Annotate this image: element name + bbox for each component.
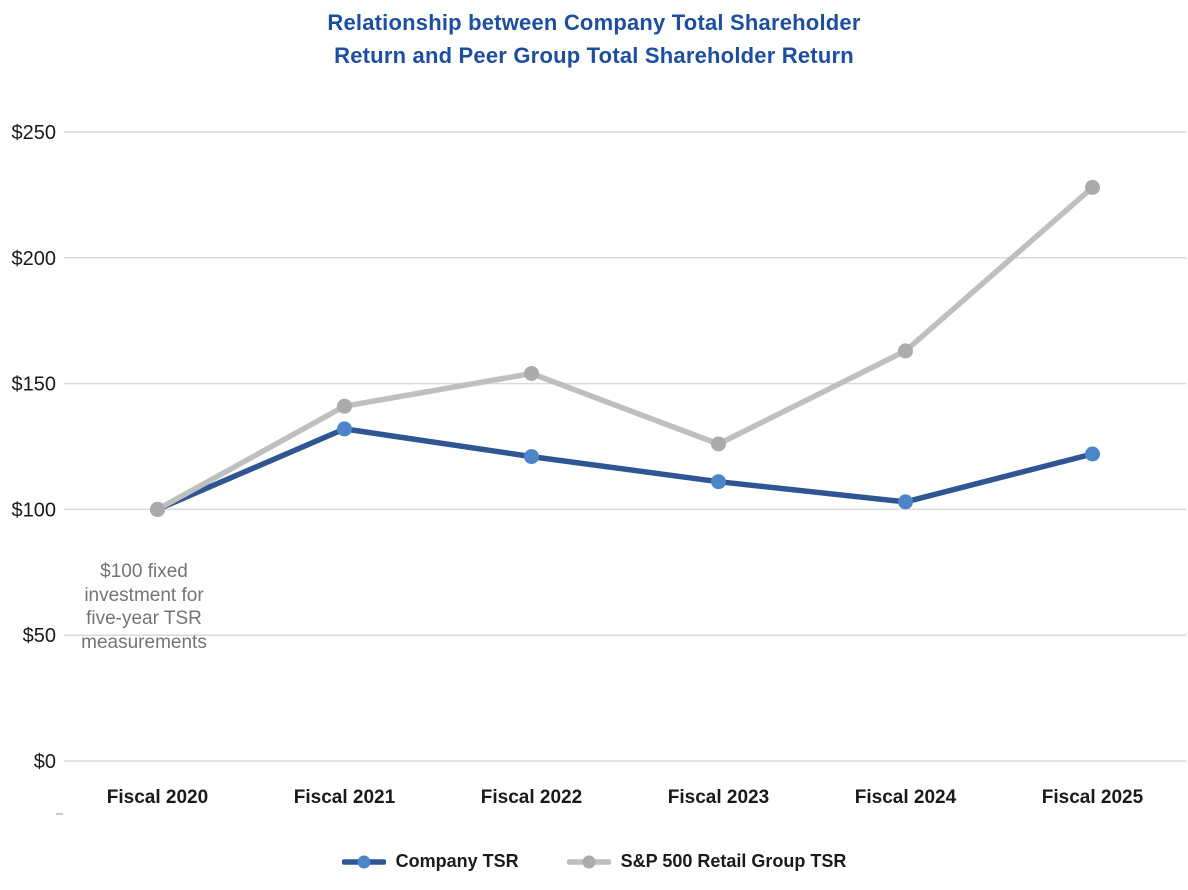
legend-label-sp500-retail-group-tsr: S&P 500 Retail Group TSR bbox=[620, 851, 847, 871]
x-axis-label-0: Fiscal 2020 bbox=[107, 787, 208, 808]
y-tick-label-200: $200 bbox=[12, 248, 57, 270]
company-tsr-line-sample-icon bbox=[341, 854, 386, 870]
sp500-retail-group-tsr-line-sample-icon bbox=[566, 854, 611, 870]
data-point-marker-s1-4 bbox=[898, 343, 913, 359]
chart-title: Relationship between Company Total Share… bbox=[0, 6, 1188, 72]
annotation-note: $100 fixed investment for five-year TSR … bbox=[81, 561, 207, 653]
y-tick-label-250: $250 bbox=[12, 122, 57, 144]
data-point-marker-s0-5 bbox=[1085, 446, 1100, 462]
data-point-marker-s1-3 bbox=[711, 436, 726, 452]
x-axis-label-2: Fiscal 2022 bbox=[481, 787, 582, 808]
data-point-marker-s1-2 bbox=[524, 366, 539, 381]
x-axis-label-1: Fiscal 2021 bbox=[294, 787, 396, 808]
legend-sample-glyph bbox=[341, 855, 386, 868]
legend-label-company-tsr: Company TSR bbox=[395, 851, 519, 871]
data-point-marker-s0-3 bbox=[711, 474, 726, 490]
x-axis-label-4: Fiscal 2024 bbox=[855, 787, 957, 808]
data-point-marker-s1-1 bbox=[337, 398, 352, 414]
y-tick-label-50: $50 bbox=[23, 625, 56, 647]
data-point-marker-s0-1 bbox=[337, 421, 352, 437]
data-point-marker-s1-0 bbox=[150, 501, 165, 517]
y-tick-label-0: $0 bbox=[34, 751, 56, 773]
y-tick-label-150: $150 bbox=[12, 374, 57, 396]
stray-mark bbox=[56, 813, 63, 815]
legend-item-company-tsr: Company TSR bbox=[341, 851, 519, 872]
series-line-1 bbox=[154, 184, 1096, 513]
y-tick-label-100: $100 bbox=[12, 499, 57, 521]
chart-title-line2: Return and Peer Group Total Shareholder … bbox=[334, 43, 854, 68]
legend-item-sp500-retail-group-tsr: S&P 500 Retail Group TSR bbox=[566, 851, 847, 872]
chart-title-line1: Relationship between Company Total Share… bbox=[327, 10, 861, 35]
x-axis-label-5: Fiscal 2025 bbox=[1042, 787, 1144, 808]
data-point-marker-s0-4 bbox=[898, 494, 913, 510]
x-axis-label-3: Fiscal 2023 bbox=[668, 787, 769, 808]
legend: Company TSR S&P 500 Retail Group TSR bbox=[0, 851, 1188, 872]
legend-sample-glyph bbox=[566, 855, 611, 868]
series-line-0 bbox=[154, 426, 1096, 513]
data-point-marker-s0-2 bbox=[524, 449, 539, 465]
data-point-marker-s1-5 bbox=[1085, 179, 1100, 195]
